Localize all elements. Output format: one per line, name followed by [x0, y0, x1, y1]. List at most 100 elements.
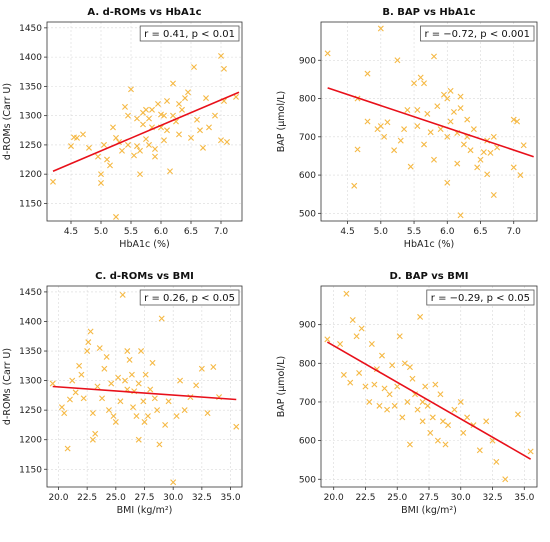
- data-point: [467, 147, 474, 154]
- x-tick-label: 27.5: [419, 493, 439, 503]
- x-tick-label: 5.5: [407, 227, 421, 237]
- data-point: [122, 103, 128, 110]
- correlation-box: [139, 289, 240, 306]
- data-point: [126, 356, 133, 363]
- data-point: [480, 149, 487, 156]
- data-point: [152, 146, 158, 152]
- data-point: [193, 382, 200, 389]
- x-axis-label: BMI (kg/m²): [117, 505, 173, 516]
- data-point: [411, 80, 418, 87]
- data-point: [78, 371, 85, 378]
- data-point: [80, 395, 87, 402]
- x-tick-label: 35.0: [221, 493, 241, 503]
- chart-title: D. BAP vs BMI: [390, 271, 469, 282]
- data-point: [107, 162, 113, 169]
- data-point: [406, 364, 413, 371]
- y-tick-label: 1450: [19, 288, 42, 298]
- correlation-text: r = 0.26, p < 0.05: [144, 293, 235, 304]
- data-point: [451, 406, 458, 413]
- data-point: [110, 124, 116, 131]
- y-tick-label: 1300: [19, 112, 42, 122]
- data-point: [384, 119, 391, 126]
- y-tick-label: 900: [299, 56, 316, 66]
- data-point: [162, 421, 169, 428]
- data-point: [457, 93, 464, 100]
- chart-title: A. d-ROMs vs HbA1c: [87, 7, 201, 18]
- x-tick-label: 22.5: [77, 493, 97, 503]
- data-point: [197, 127, 203, 134]
- data-point: [86, 144, 92, 151]
- data-point: [457, 212, 464, 219]
- data-point: [103, 353, 110, 360]
- data-point: [386, 391, 393, 398]
- data-point: [173, 413, 180, 420]
- y-axis-label: d-ROMs (Carr U): [2, 83, 13, 160]
- data-point: [477, 156, 484, 163]
- data-point: [430, 156, 437, 163]
- x-tick-label: 7.0: [214, 227, 229, 237]
- data-point: [137, 147, 143, 154]
- x-tick-label: 27.5: [134, 493, 154, 503]
- data-point: [156, 441, 163, 448]
- plot-frame: [46, 21, 243, 222]
- data-point: [381, 385, 388, 392]
- data-point: [527, 448, 534, 455]
- data-point: [146, 141, 152, 148]
- data-point: [337, 340, 344, 347]
- data-point: [89, 436, 96, 443]
- data-point: [203, 95, 209, 102]
- data-point: [200, 144, 206, 151]
- data-point: [434, 437, 441, 444]
- data-point: [493, 458, 500, 465]
- data-point: [134, 143, 140, 150]
- data-point: [394, 57, 401, 64]
- data-point: [164, 98, 170, 105]
- panel-d: 20.0 22.5 25.0 27.5 30.0 32.5 35.0 500 600 700 800…: [276, 271, 538, 516]
- data-point: [181, 407, 188, 414]
- y-tick-label: 1200: [19, 170, 42, 180]
- y-axis-label: BAP (μmol/L): [276, 356, 287, 417]
- data-point: [444, 179, 451, 186]
- data-point: [517, 172, 524, 179]
- data-point: [122, 377, 128, 384]
- y-tick-label: 1400: [19, 53, 42, 63]
- data-point: [391, 147, 398, 154]
- data-point: [364, 70, 371, 77]
- data-point: [125, 112, 131, 119]
- data-point: [224, 138, 230, 145]
- data-point: [94, 383, 101, 390]
- y-tick-label: 1150: [19, 199, 42, 209]
- data-point: [460, 429, 467, 436]
- data-point: [125, 141, 131, 148]
- data-point: [442, 441, 449, 448]
- data-point: [353, 333, 360, 340]
- correlation-box: [426, 289, 535, 306]
- data-point: [444, 133, 451, 140]
- data-point: [212, 112, 218, 119]
- data-point: [401, 126, 408, 133]
- y-tick-label: 700: [299, 398, 316, 408]
- y-tick-label: 1450: [19, 24, 42, 34]
- data-point: [130, 404, 137, 411]
- chart-title: C. d-ROMs vs BMI: [95, 271, 194, 282]
- correlation-annotation: r = −0.72, p < 0.001: [420, 25, 535, 42]
- data-point: [404, 398, 411, 405]
- data-point: [484, 171, 491, 178]
- data-point: [66, 396, 73, 403]
- data-point: [141, 418, 148, 425]
- data-point: [154, 407, 161, 414]
- y-tick-label: 1250: [19, 141, 42, 151]
- x-tick-label: 20.0: [324, 493, 344, 503]
- data-point: [101, 365, 108, 372]
- data-point: [58, 404, 65, 411]
- y-tick-label: 1300: [19, 377, 42, 387]
- x-tick-label: 30.0: [163, 493, 183, 503]
- y-tick-label: 800: [299, 359, 316, 369]
- data-point: [470, 126, 477, 133]
- x-axis-label: HbA1c (%): [404, 239, 454, 250]
- data-point: [80, 131, 86, 138]
- data-point: [161, 137, 167, 144]
- data-point: [142, 371, 149, 378]
- data-point: [407, 163, 414, 170]
